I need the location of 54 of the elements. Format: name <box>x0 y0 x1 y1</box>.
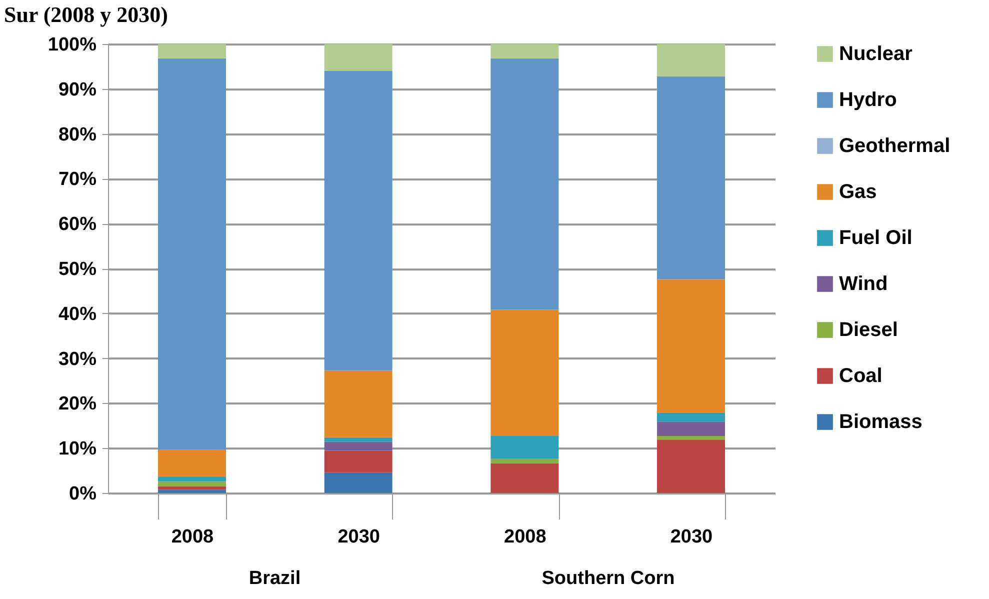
bar <box>657 440 725 493</box>
legend-label: Coal <box>839 365 882 387</box>
bar <box>657 44 725 76</box>
chart-title: Sur (2008 y 2030) <box>4 2 168 27</box>
bar <box>657 436 725 440</box>
text: Brazil <box>248 568 302 590</box>
x-tick-label: 2030 <box>670 526 713 548</box>
legend-label: Nuclear <box>839 43 913 65</box>
x-tick-label: 2008 <box>504 526 546 548</box>
y-tick-label: 60% <box>58 214 97 236</box>
y-tick-label: 10% <box>58 438 97 460</box>
bar <box>158 450 226 476</box>
legend-label: Biomass <box>839 411 922 433</box>
bar <box>657 76 725 280</box>
bar <box>324 370 392 438</box>
bar <box>324 442 392 451</box>
bar <box>657 422 725 436</box>
legend-label: Hydro <box>839 89 897 111</box>
bar <box>158 486 226 490</box>
legend-label: Wind <box>839 273 888 295</box>
bar <box>490 463 559 493</box>
bar <box>324 450 392 472</box>
y-tick-label: 70% <box>58 169 97 190</box>
bar <box>158 490 226 493</box>
bar <box>490 58 559 310</box>
y-tick-label: 100% <box>48 34 97 56</box>
legend-label: Gas <box>839 181 877 203</box>
bar <box>490 310 559 436</box>
bar <box>490 458 559 464</box>
y-tick-label: 50% <box>58 259 97 280</box>
x-tick-label: 2030 <box>338 526 380 548</box>
y-tick-label: 80% <box>58 124 97 146</box>
bar <box>324 472 392 493</box>
bar <box>158 44 226 58</box>
legend-label: Diesel <box>839 319 898 341</box>
x-tick-label: 2008 <box>171 526 214 548</box>
y-tick-label: 0% <box>69 484 97 504</box>
bar <box>490 436 559 459</box>
y-tick-label: 30% <box>58 348 97 370</box>
text: Southern Corn <box>540 568 676 590</box>
legend-label: Geothermal <box>839 135 950 157</box>
bar <box>158 481 226 486</box>
bar <box>158 476 226 482</box>
bar <box>324 44 392 71</box>
legend-label: Fuel Oil <box>839 227 912 249</box>
bar <box>158 58 226 450</box>
y-tick-label: 20% <box>58 394 97 415</box>
bar <box>657 279 725 413</box>
bar <box>657 412 725 422</box>
y-tick-label: 40% <box>58 304 97 325</box>
bar <box>324 70 392 370</box>
bar <box>490 44 559 58</box>
y-tick-label: 90% <box>58 79 97 100</box>
bar <box>324 437 392 442</box>
